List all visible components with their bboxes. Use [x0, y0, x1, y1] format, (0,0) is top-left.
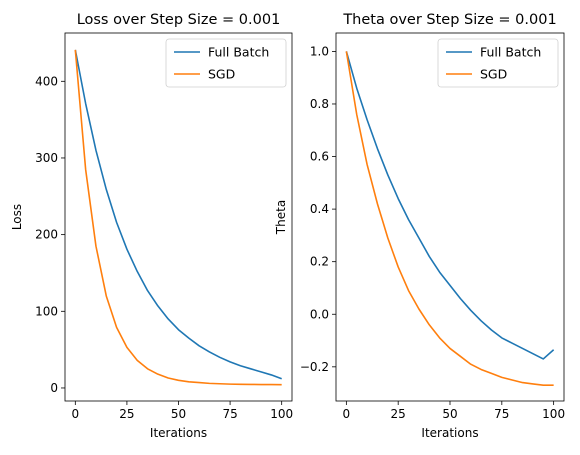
legend-label: SGD [208, 67, 235, 82]
legend-label: Full Batch [208, 45, 269, 60]
legend-label: Full Batch [480, 45, 541, 60]
legend-label: SGD [480, 67, 507, 82]
x-tick-label: 50 [171, 407, 186, 421]
x-tick-label: 25 [119, 407, 134, 421]
y-tick-label: 0.8 [310, 97, 329, 111]
x-tick-label: 0 [71, 407, 79, 421]
y-tick-label: 0.2 [310, 255, 329, 269]
x-tick-label: 50 [442, 407, 457, 421]
y-axis-label: Theta [274, 200, 288, 235]
y-tick-label: 0.6 [310, 150, 329, 164]
y-tick-label: 400 [35, 74, 58, 88]
x-tick-label: 100 [542, 407, 565, 421]
y-axis-label: Loss [10, 204, 24, 230]
x-axis-label: Iterations [150, 426, 207, 440]
legend: Full Batch SGD [165, 38, 287, 88]
series-line-full-batch [345, 51, 555, 360]
x-tick-label: 100 [270, 407, 293, 421]
chart-1: 0 25 50 75 100 0 100 200 300 400 Loss over Step Si… [10, 12, 293, 440]
series-line-sgd [74, 49, 282, 386]
y-tick-label: 200 [35, 228, 58, 242]
x-tick-label: 25 [391, 407, 406, 421]
chart-title: Loss over Step Size = 0.001 [77, 12, 281, 28]
x-tick-label: 75 [494, 407, 509, 421]
x-axis-label: Iterations [421, 426, 478, 440]
x-tick-label: 75 [222, 407, 237, 421]
y-tick-label: 0 [50, 381, 58, 395]
y-tick-label: 0.4 [310, 202, 329, 216]
legend-box [165, 38, 287, 88]
y-tick-label: 300 [35, 151, 58, 165]
y-tick-label: 100 [35, 304, 58, 318]
legend: Full Batch SGD [437, 38, 559, 88]
chart-title: Theta over Step Size = 0.001 [342, 12, 556, 28]
series-line-full-batch [74, 49, 282, 380]
y-tick-label: 0.0 [310, 307, 329, 321]
y-tick-label: 1.0 [310, 44, 329, 58]
y-tick-label: −0.2 [300, 360, 329, 374]
plot-frame [335, 32, 565, 402]
chart-2: 0 25 50 75 100 −0.2 0.0 0.2 0.4 0.6 0.8 1.0 Theta ov… [274, 12, 565, 440]
plot-frame [64, 32, 293, 402]
legend-box [437, 38, 559, 88]
series-line-sgd [345, 51, 554, 387]
x-tick-label: 0 [343, 407, 351, 421]
